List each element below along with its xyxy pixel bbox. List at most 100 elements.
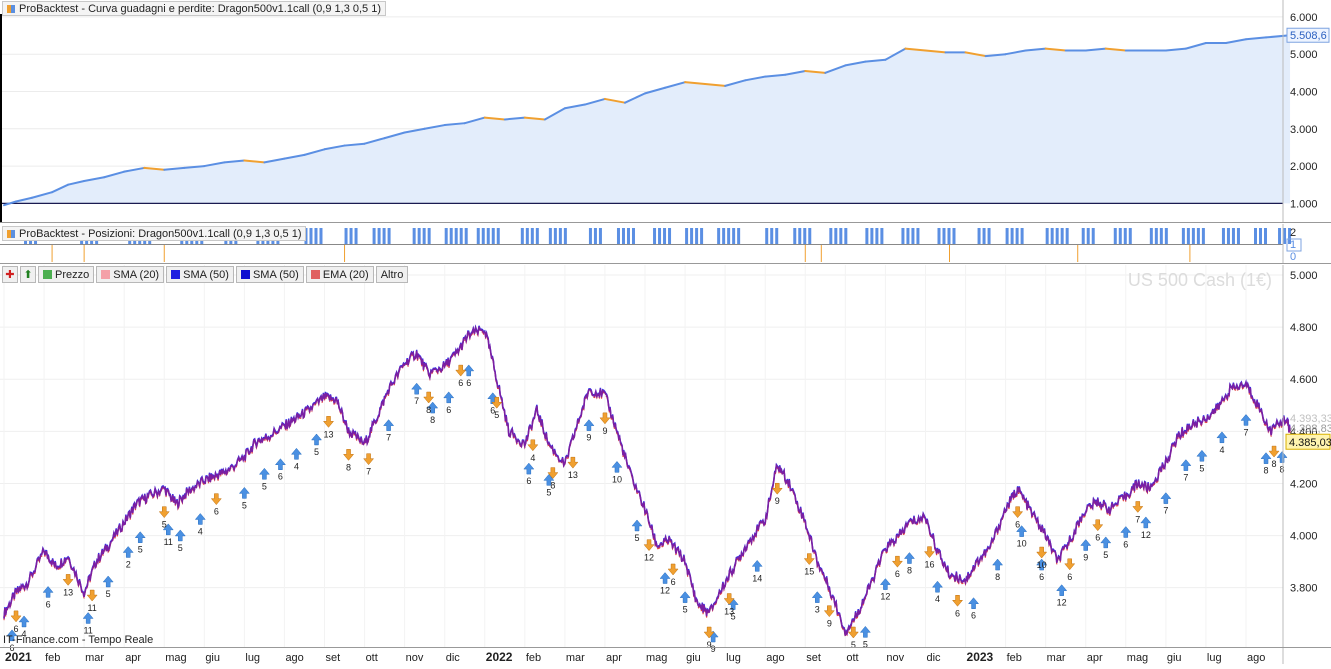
- equity-line-segment: [1044, 47, 1067, 52]
- equity-line-segment: [964, 51, 987, 58]
- toolbar-item-sma50[interactable]: SMA (50): [166, 266, 234, 283]
- position-bar: [844, 228, 848, 244]
- buy-signal-label: 8: [430, 415, 435, 425]
- buy-arrow-icon: [992, 558, 1004, 571]
- buy-signal: 8: [903, 552, 915, 576]
- buy-signal: 5: [1100, 536, 1112, 560]
- sell-arrow-icon: [891, 555, 903, 568]
- equity-line-segment: [1024, 47, 1047, 52]
- sell-signal-label: 5: [851, 640, 856, 650]
- position-bar: [737, 228, 741, 244]
- equity-panel: 1.000 2.000 3.000 4.000 5.000 6.000 5.508,6 Pr…: [0, 0, 1331, 223]
- buy-signal: 4: [1216, 431, 1228, 455]
- remove-indicator-button[interactable]: ✚: [2, 266, 18, 283]
- equity-last-value-label: 5.508,6: [1290, 30, 1327, 42]
- remove-icon: ✚: [5, 269, 15, 281]
- position-bar: [598, 228, 602, 244]
- sell-signal-label: 4: [530, 453, 535, 463]
- equity-line-segment: [844, 60, 867, 67]
- position-bar: [947, 228, 951, 244]
- position-bar: [875, 228, 879, 244]
- position-bar: [427, 228, 431, 244]
- buy-signal-label: 6: [971, 611, 976, 621]
- buy-signal-label: 5: [106, 589, 111, 599]
- equity-y-tick-label: 6.000: [1290, 12, 1318, 24]
- buy-signal: 9: [583, 419, 595, 443]
- x-axis-label: 2022: [486, 650, 513, 664]
- position-bar: [653, 228, 657, 244]
- equity-line-segment: [724, 79, 747, 87]
- sma50-swatch: [171, 270, 181, 279]
- buy-signal-label: 7: [414, 396, 419, 406]
- position-bar: [982, 228, 986, 244]
- sell-arrow-icon: [62, 574, 74, 586]
- sell-arrow-icon: [322, 416, 335, 428]
- equity-line-segment: [343, 142, 366, 147]
- buy-signal-label: 11: [164, 537, 173, 547]
- position-bar: [1254, 228, 1257, 244]
- buy-arrow-icon: [659, 572, 671, 584]
- equity-line-segment: [3, 200, 18, 207]
- equity-line-segment: [623, 92, 647, 104]
- equity-legend[interactable]: ProBacktest - Curva guadagni e perdite: …: [2, 1, 386, 16]
- equity-y-tick-label: 5.000: [1290, 49, 1318, 61]
- price-y-tick-label: 5.000: [1290, 270, 1318, 282]
- position-bar: [952, 228, 956, 244]
- toolbar-item-sma20[interactable]: SMA (20): [96, 266, 165, 283]
- position-bar: [977, 228, 981, 244]
- sell-signal-label: 5: [494, 410, 499, 420]
- indicator-toolbar: ✚ ⬆ Prezzo SMA (20) SMA (50) SMA (50) EM…: [2, 266, 409, 283]
- prezzo-swatch: [43, 270, 52, 279]
- sell-signal: 6: [951, 595, 964, 618]
- sell-signal-label: 6: [1067, 572, 1072, 582]
- position-bar: [839, 228, 843, 244]
- buy-arrow-icon: [931, 580, 944, 593]
- sell-arrow-icon: [210, 493, 222, 506]
- position-bar: [314, 228, 318, 244]
- position-bar: [1159, 228, 1163, 244]
- sell-arrow-icon: [423, 391, 435, 404]
- position-bar: [722, 228, 726, 244]
- position-bar: [496, 228, 500, 244]
- sell-signal: 16: [923, 546, 936, 570]
- sma20-swatch: [101, 270, 111, 279]
- buy-arrow-icon: [258, 467, 270, 480]
- sell-arrow-icon: [1012, 506, 1024, 519]
- position-bar: [1113, 228, 1117, 244]
- sell-signal: 6: [667, 563, 679, 587]
- x-axis-label: 2023: [967, 650, 994, 664]
- buy-arrow-icon: [631, 519, 643, 532]
- toolbar-item-altro[interactable]: Altro: [375, 266, 409, 283]
- buy-signal-label: 4: [198, 526, 203, 536]
- buy-signal: 8: [1260, 452, 1272, 476]
- buy-signal-label: 5: [262, 481, 267, 491]
- sell-signal: 9: [599, 412, 611, 436]
- buy-arrow-icon: [1120, 526, 1132, 538]
- sell-signal-label: 6: [458, 378, 463, 388]
- toolbar-item-prezzo[interactable]: Prezzo: [38, 266, 95, 283]
- buy-arrow-icon: [751, 559, 763, 572]
- position-bar: [1196, 228, 1200, 244]
- buy-signal-label: 9: [586, 433, 591, 443]
- positions-legend[interactable]: ProBacktest - Posizioni: Dragon500v1.1ca…: [2, 226, 307, 241]
- buy-arrow-icon: [611, 460, 623, 473]
- x-axis-label: ago: [766, 652, 784, 664]
- buy-arrow-icon: [727, 598, 739, 610]
- position-bar: [1264, 228, 1267, 244]
- toolbar-item-ema20[interactable]: EMA (20): [305, 266, 374, 283]
- price-background: [0, 265, 1331, 664]
- position-bar: [616, 228, 620, 244]
- toolbar-item-sma50-b[interactable]: SMA (50): [235, 266, 304, 283]
- buy-signal: 8: [992, 558, 1004, 582]
- position-bar: [690, 228, 694, 244]
- sell-signal-label: 12: [644, 553, 654, 563]
- equity-line-segment: [1224, 38, 1247, 45]
- position-bar: [765, 228, 769, 244]
- add-indicator-button[interactable]: ⬆: [20, 266, 36, 283]
- equity-line-segment: [924, 49, 947, 54]
- position-bar: [382, 228, 386, 244]
- sell-signal: 4: [527, 439, 539, 463]
- position-bar: [1128, 228, 1132, 244]
- buy-arrow-icon: [1260, 452, 1272, 464]
- buy-arrow-icon: [42, 586, 54, 598]
